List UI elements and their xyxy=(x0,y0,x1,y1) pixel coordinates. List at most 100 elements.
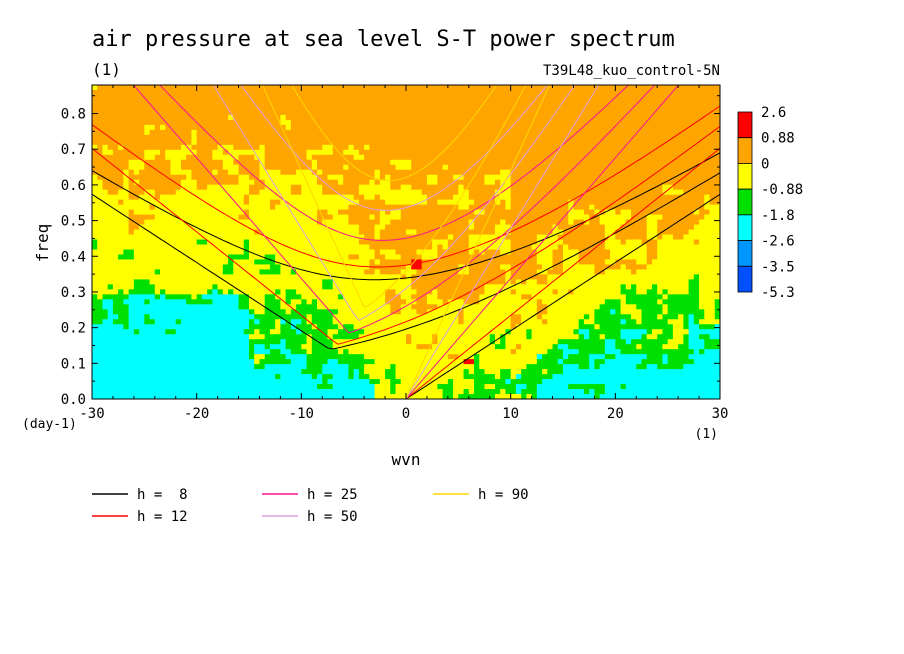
spectrum-cell xyxy=(390,359,397,365)
spectrum-cell xyxy=(107,334,114,340)
spectrum-cell xyxy=(191,374,198,380)
spectrum-cell xyxy=(201,354,208,360)
spectrum-cell xyxy=(458,314,465,320)
spectrum-cell xyxy=(421,139,428,146)
spectrum-cell xyxy=(343,194,350,201)
spectrum-cell xyxy=(243,159,250,166)
spectrum-cell xyxy=(348,254,355,261)
spectrum-cell xyxy=(160,379,166,385)
spectrum-cell xyxy=(395,94,402,101)
spectrum-cell xyxy=(149,384,156,390)
spectrum-cell xyxy=(180,124,187,131)
spectrum-cell xyxy=(358,134,365,141)
spectrum-cell xyxy=(364,264,370,271)
spectrum-cell xyxy=(317,164,323,171)
spectrum-cell xyxy=(243,289,250,295)
spectrum-cell xyxy=(149,174,156,181)
spectrum-cell xyxy=(437,279,444,285)
spectrum-cell xyxy=(406,249,412,256)
spectrum-cell xyxy=(296,174,302,181)
spectrum-cell xyxy=(453,384,459,390)
spectrum-cell xyxy=(390,249,397,256)
spectrum-cell xyxy=(249,394,255,399)
spectrum-cell xyxy=(97,114,104,121)
spectrum-cell xyxy=(442,269,449,275)
spectrum-cell xyxy=(264,259,271,266)
spectrum-cell xyxy=(500,369,507,375)
spectrum-cell xyxy=(107,179,114,186)
spectrum-cell xyxy=(353,119,360,126)
spectrum-cell xyxy=(201,139,208,146)
spectrum-cell xyxy=(97,354,104,360)
spectrum-cell xyxy=(379,189,386,196)
spectrum-cell xyxy=(97,334,104,340)
spectrum-cell xyxy=(186,384,193,390)
spectrum-cell xyxy=(264,189,271,196)
spectrum-cell xyxy=(217,354,224,360)
spectrum-cell xyxy=(112,284,119,290)
spectrum-cell xyxy=(243,299,250,305)
spectrum-cell xyxy=(437,239,444,246)
spectrum-cell xyxy=(264,94,271,101)
spectrum-cell xyxy=(317,299,323,305)
spectrum-cell xyxy=(426,94,433,101)
spectrum-cell xyxy=(280,359,287,365)
spectrum-cell xyxy=(421,364,428,370)
spectrum-cell xyxy=(222,224,229,231)
spectrum-cell xyxy=(112,89,119,96)
spectrum-cell xyxy=(243,94,250,101)
spectrum-cell xyxy=(463,284,470,290)
spectrum-cell xyxy=(332,164,339,171)
spectrum-cell xyxy=(317,319,323,325)
spectrum-cell xyxy=(426,199,433,206)
spectrum-cell xyxy=(400,114,407,121)
spectrum-cell xyxy=(364,229,370,236)
spectrum-cell xyxy=(332,314,339,320)
spectrum-cell xyxy=(191,124,198,131)
spectrum-cell xyxy=(149,349,156,355)
spectrum-cell xyxy=(154,314,161,320)
spectrum-cell xyxy=(160,229,166,236)
spectrum-cell xyxy=(264,129,271,136)
spectrum-cell xyxy=(243,229,250,236)
spectrum-cell xyxy=(280,164,287,171)
spectrum-cell xyxy=(484,319,491,325)
spectrum-cell xyxy=(406,134,412,141)
spectrum-cell xyxy=(390,114,397,121)
spectrum-cell xyxy=(494,249,501,256)
spectrum-cell xyxy=(217,234,224,241)
spectrum-cell xyxy=(411,254,418,261)
spectrum-cell xyxy=(238,124,245,131)
spectrum-cell xyxy=(97,324,104,330)
spectrum-cell xyxy=(353,254,360,261)
spectrum-cell xyxy=(447,379,454,385)
spectrum-cell xyxy=(128,169,135,176)
spectrum-cell xyxy=(348,259,355,266)
spectrum-cell xyxy=(217,214,224,221)
spectrum-cell xyxy=(406,314,412,320)
spectrum-cell xyxy=(259,219,266,226)
spectrum-cell xyxy=(180,214,187,221)
spectrum-cell xyxy=(348,324,355,330)
spectrum-cell xyxy=(474,209,480,216)
spectrum-cell xyxy=(275,144,281,151)
spectrum-cell xyxy=(112,299,119,305)
spectrum-cell xyxy=(458,279,465,285)
spectrum-cell xyxy=(238,194,245,201)
spectrum-cell xyxy=(458,109,465,116)
spectrum-cell xyxy=(144,304,151,310)
spectrum-cell xyxy=(411,264,418,271)
spectrum-cell xyxy=(238,99,245,106)
spectrum-cell xyxy=(107,364,114,370)
spectrum-cell xyxy=(243,394,250,399)
spectrum-cell xyxy=(269,209,276,216)
spectrum-cell xyxy=(337,259,344,266)
spectrum-cell xyxy=(474,129,480,136)
spectrum-cell xyxy=(285,169,292,176)
spectrum-cell xyxy=(92,184,98,191)
spectrum-cell xyxy=(196,199,203,206)
spectrum-cell xyxy=(421,154,428,161)
spectrum-cell xyxy=(165,104,172,111)
spectrum-cell xyxy=(447,349,454,355)
spectrum-cell xyxy=(317,364,323,370)
